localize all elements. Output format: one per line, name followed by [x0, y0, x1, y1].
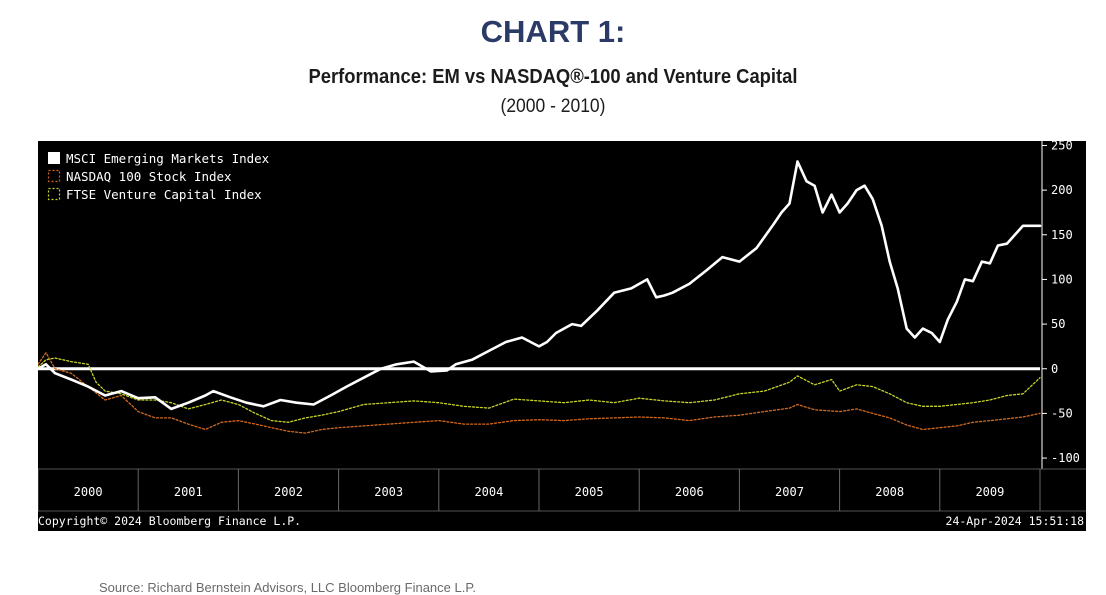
- legend-label-ftse: FTSE Venture Capital Index: [66, 187, 262, 202]
- series-layer: [38, 160, 1042, 434]
- y-tick-label: 0: [1051, 362, 1058, 376]
- y-tick-label: 50: [1051, 317, 1065, 331]
- x-tick-label: 2006: [675, 485, 704, 499]
- copyright-text: Copyright© 2024 Bloomberg Finance L.P.: [38, 514, 301, 528]
- y-tick-label: 250: [1051, 141, 1073, 152]
- legend-label-nasdaq: NASDAQ 100 Stock Index: [66, 169, 232, 184]
- y-tick-label: 100: [1051, 272, 1073, 286]
- series-line-ftse: [38, 357, 1041, 423]
- x-tick-label: 2007: [775, 485, 804, 499]
- legend: MSCI Emerging Markets Index NASDAQ 100 St…: [47, 151, 270, 202]
- timestamp-text: 24-Apr-2024 15:51:18: [946, 514, 1085, 528]
- y-tick-label: -100: [1051, 451, 1080, 465]
- x-tick-label: 2004: [474, 485, 503, 499]
- x-tick-label: 2000: [74, 485, 103, 499]
- chart-period: (2000 - 2010): [500, 96, 606, 117]
- axis-layer: 250 200 150 100 50 0 -50 -100 2000 2001 2002 2003 20…: [38, 141, 1086, 512]
- x-tick-label: 2009: [975, 485, 1004, 499]
- legend-swatch-ftse: [47, 187, 61, 201]
- chart-panel: 250 200 150 100 50 0 -50 -100 2000 2001 2002 2003 20…: [38, 141, 1086, 531]
- y-tick-label: -50: [1051, 406, 1073, 420]
- chart-title: Performance: EM vs NASDAQ®-100 and Ventu…: [308, 66, 798, 88]
- line-chart: 250 200 150 100 50 0 -50 -100 2000 2001 2002 2003 20…: [38, 141, 1086, 528]
- x-tick-label: 2008: [875, 485, 904, 499]
- y-tick-label: 150: [1051, 228, 1073, 242]
- legend-swatch-msci: [48, 152, 60, 164]
- legend-label-msci: MSCI Emerging Markets Index: [66, 151, 270, 166]
- x-tick-label: 2003: [374, 485, 403, 499]
- x-tick-label: 2002: [274, 485, 303, 499]
- chart-heading: CHART 1:: [480, 14, 626, 49]
- series-line-msci: [38, 160, 1042, 411]
- source-note: Source: Richard Bernstein Advisors, LLC …: [99, 580, 476, 595]
- legend-swatch-nasdaq: [47, 169, 61, 183]
- y-tick-label: 200: [1051, 183, 1073, 197]
- x-tick-label: 2001: [174, 485, 203, 499]
- x-tick-label: 2005: [575, 485, 604, 499]
- series-line-nasdaq: [38, 352, 1041, 434]
